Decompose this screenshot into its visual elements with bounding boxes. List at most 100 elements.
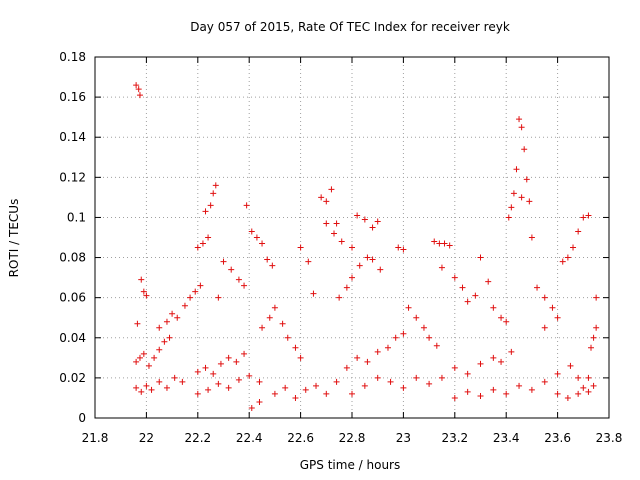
data-point	[349, 244, 355, 251]
data-point	[292, 394, 299, 401]
data-point	[516, 382, 523, 389]
data-point	[451, 364, 458, 371]
data-point	[282, 384, 289, 391]
data-point	[264, 256, 271, 263]
data-point	[580, 214, 587, 221]
data-point	[505, 214, 512, 221]
data-point	[256, 378, 263, 385]
data-point	[210, 370, 217, 377]
grid-lines	[95, 57, 609, 418]
data-point	[441, 240, 448, 247]
data-point	[575, 390, 582, 397]
data-point	[156, 378, 163, 385]
x-tick-label: 22.8	[339, 431, 366, 445]
data-point	[554, 370, 561, 377]
data-point	[235, 376, 242, 383]
data-point	[210, 190, 217, 197]
data-point	[477, 392, 484, 399]
data-point	[361, 382, 368, 389]
data-point	[205, 386, 212, 393]
data-point	[169, 310, 176, 317]
chart-title: Day 057 of 2015, Rate Of TEC Index for r…	[190, 20, 510, 34]
data-point	[508, 348, 515, 355]
data-point	[472, 292, 479, 299]
data-point	[446, 242, 453, 249]
data-point	[361, 216, 368, 223]
data-point	[564, 254, 571, 261]
data-point	[243, 202, 250, 209]
data-point	[590, 334, 597, 341]
data-point	[163, 384, 170, 391]
data-point	[477, 360, 484, 367]
data-point	[374, 218, 381, 225]
y-tick-label: 0.12	[59, 170, 86, 184]
data-point	[503, 318, 510, 325]
data-point	[580, 384, 587, 391]
data-point	[374, 374, 381, 381]
data-point	[377, 266, 384, 273]
data-point	[354, 212, 361, 219]
data-point	[477, 254, 484, 261]
data-point	[228, 266, 235, 273]
data-point	[436, 240, 443, 247]
data-point	[207, 202, 214, 209]
data-point	[426, 380, 433, 387]
data-point	[140, 288, 147, 295]
data-point	[215, 380, 222, 387]
data-point	[575, 374, 582, 381]
data-point	[331, 230, 338, 237]
data-point	[246, 372, 253, 379]
data-points	[133, 82, 600, 411]
x-tick-label: 22.4	[236, 431, 263, 445]
data-point	[133, 358, 140, 365]
data-point	[138, 276, 145, 283]
data-point	[438, 374, 445, 381]
data-point	[197, 282, 204, 289]
data-point	[336, 294, 343, 301]
data-point	[354, 354, 361, 361]
data-point	[541, 378, 548, 385]
data-point	[328, 186, 335, 193]
x-tick-label: 23.4	[493, 431, 520, 445]
data-point	[518, 124, 525, 131]
data-point	[136, 92, 143, 99]
y-tick-label: 0.02	[59, 371, 86, 385]
data-point	[528, 234, 535, 241]
data-point	[323, 220, 330, 227]
data-point	[194, 244, 201, 251]
y-tick-label: 0.16	[59, 90, 86, 104]
data-point	[521, 146, 528, 153]
data-point	[585, 374, 592, 381]
data-point	[575, 228, 582, 235]
data-point	[585, 212, 592, 219]
x-tick-label: 23.8	[596, 431, 623, 445]
data-point	[485, 278, 492, 285]
y-tick-label: 0.18	[59, 50, 86, 64]
y-tick-labels: 0 0.02 0.04 0.06 0.08 0.1 0.12 0.14 0.16 0.18	[59, 50, 86, 425]
data-point	[426, 334, 433, 341]
y-tick-label: 0	[78, 411, 86, 425]
data-point	[199, 240, 206, 247]
data-point	[490, 386, 497, 393]
data-point	[585, 388, 592, 395]
y-tick-label: 0.08	[59, 251, 86, 265]
data-point	[343, 364, 350, 371]
data-point	[187, 294, 194, 301]
data-point	[541, 294, 548, 301]
data-point	[233, 358, 240, 365]
data-point	[464, 388, 471, 395]
data-point	[134, 320, 141, 327]
data-point	[133, 82, 140, 89]
data-point	[181, 302, 188, 309]
data-point	[148, 386, 155, 393]
data-point	[248, 228, 255, 235]
data-point	[567, 362, 574, 369]
data-point	[387, 378, 394, 385]
data-point	[508, 204, 515, 211]
data-point	[310, 290, 317, 297]
data-point	[554, 390, 561, 397]
data-point	[253, 234, 260, 241]
data-point	[590, 382, 597, 389]
data-point	[356, 262, 363, 269]
data-point	[528, 386, 535, 393]
